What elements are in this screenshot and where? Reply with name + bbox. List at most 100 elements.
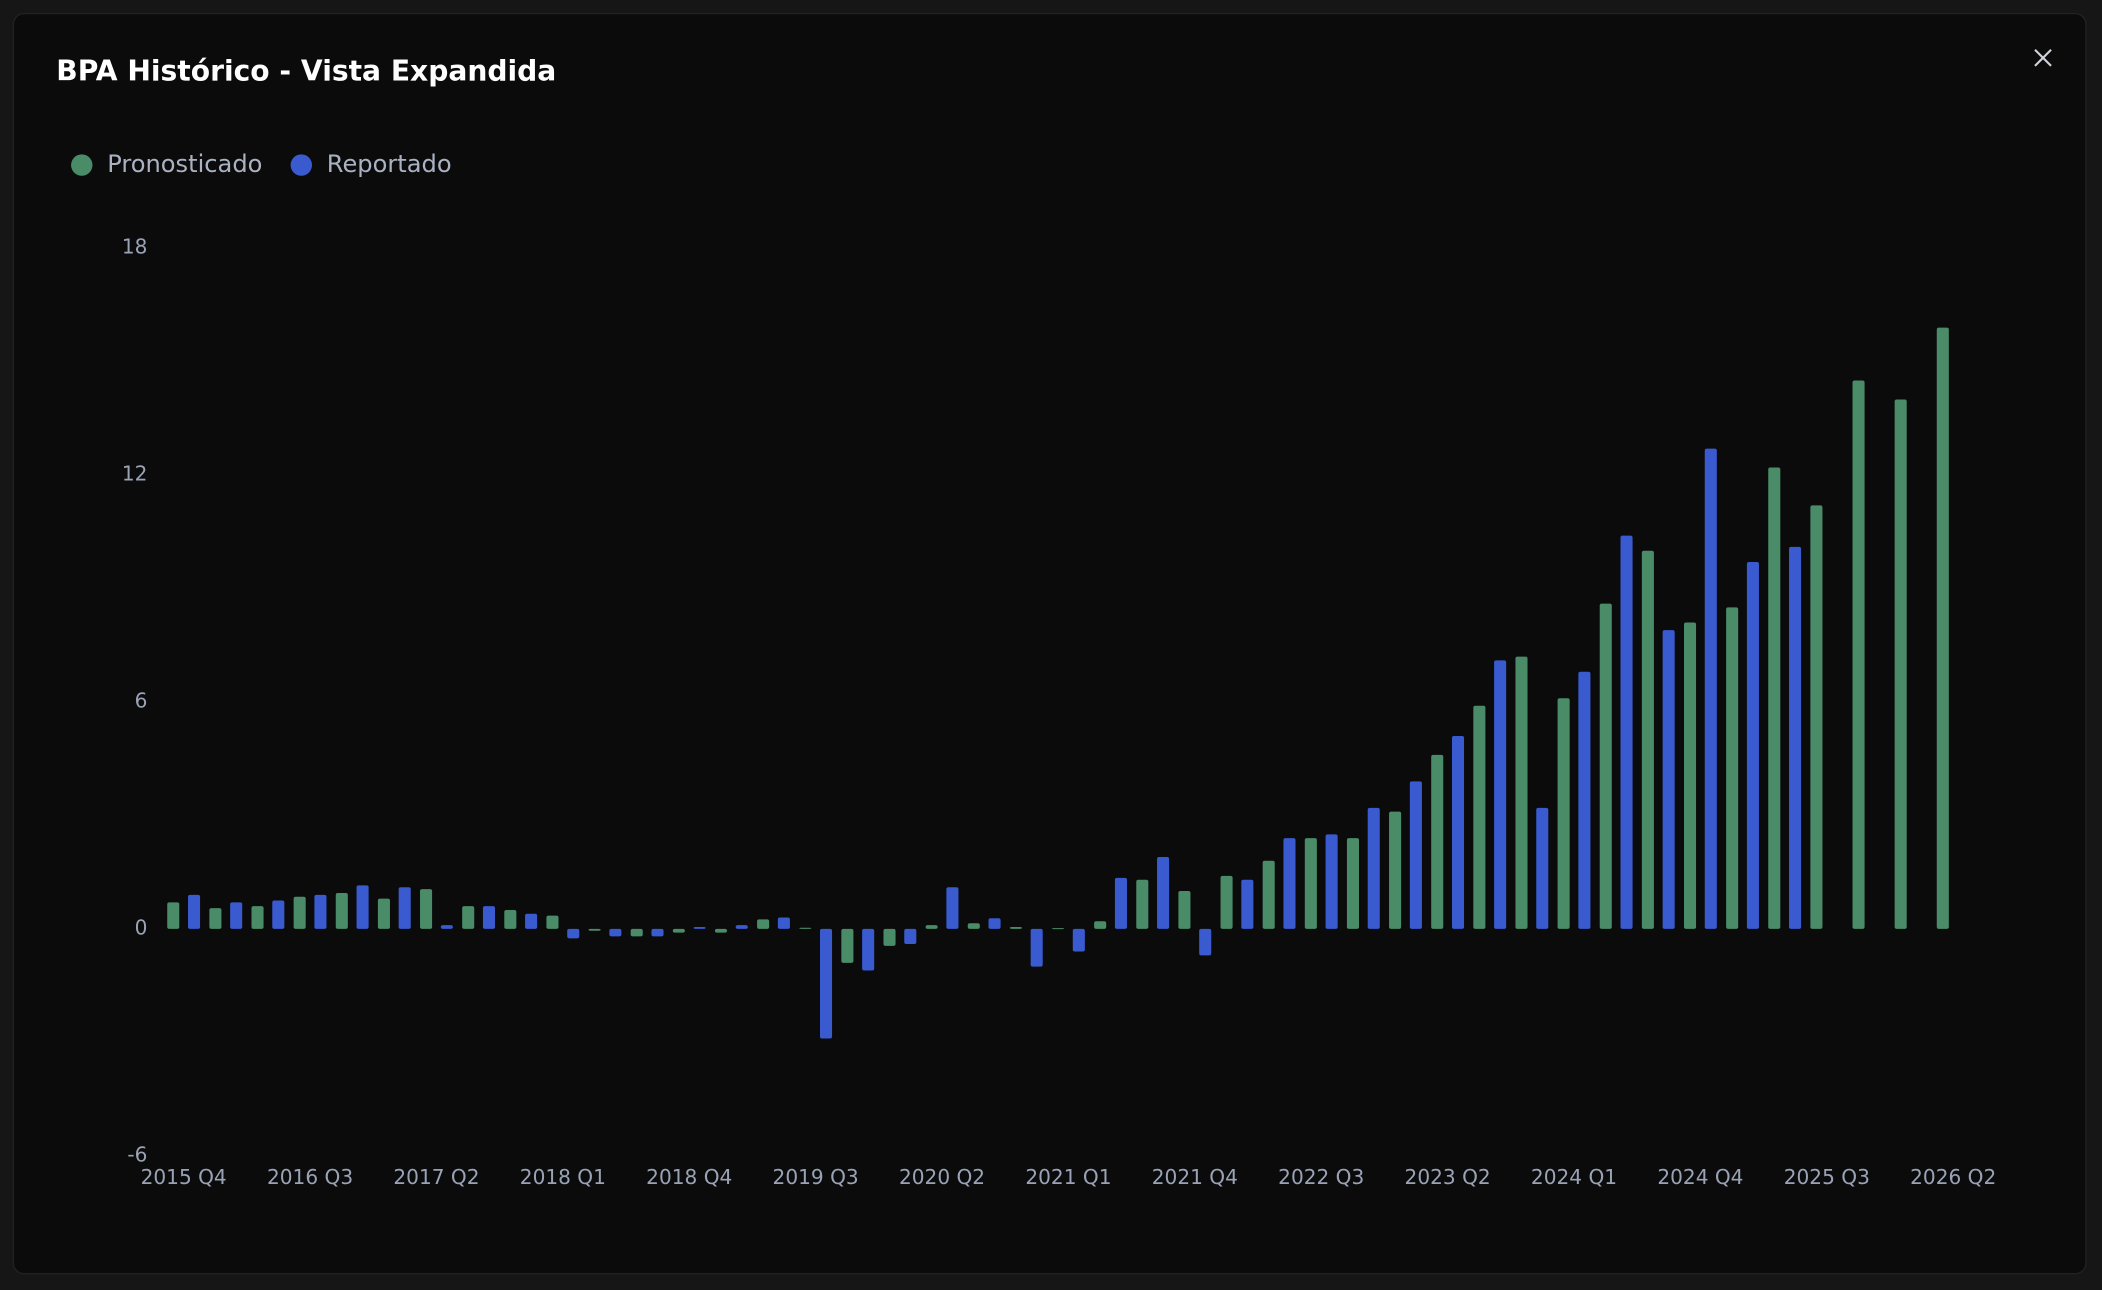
bar: [1599, 603, 1612, 929]
bar: [482, 906, 496, 929]
bar: [651, 928, 664, 937]
bar: [230, 902, 243, 929]
bar: [1009, 926, 1022, 929]
bar: [862, 928, 875, 971]
bar: [1220, 875, 1233, 929]
bar: [777, 917, 790, 929]
bar: [799, 927, 812, 929]
bar: [209, 908, 222, 929]
bar: [1704, 448, 1717, 929]
legend-swatch: [290, 154, 313, 176]
bar: [757, 919, 770, 929]
bar: [188, 894, 201, 929]
bar: [1494, 660, 1507, 929]
bar: [546, 915, 559, 929]
bar: [714, 928, 728, 933]
modal: [12, 12, 2087, 1275]
legend-label: Pronosticado: [107, 150, 262, 178]
close-icon: [2034, 49, 2052, 67]
bar: [967, 923, 980, 929]
bar: [1620, 535, 1633, 929]
y-tick-label: 6: [135, 688, 148, 712]
bar: [1157, 857, 1170, 929]
bar: [1136, 879, 1149, 929]
chart-title: BPA Histórico - Vista Expandida: [56, 55, 556, 88]
bar: [1325, 834, 1338, 929]
bar: [1515, 656, 1528, 929]
bar: [1451, 736, 1465, 929]
bar: [1199, 928, 1212, 956]
x-tick-label: 2024 Q4: [1657, 1165, 1743, 1189]
bar: [1389, 811, 1402, 929]
bar: [1852, 380, 1865, 929]
x-tick-label: 2025 Q3: [1784, 1165, 1870, 1189]
bar: [272, 900, 285, 929]
x-tick-label: 2015 Q4: [141, 1165, 227, 1189]
bar: [630, 928, 643, 937]
bar: [167, 902, 180, 929]
bar: [1241, 879, 1254, 929]
bar: [1178, 891, 1191, 929]
bar: [335, 892, 348, 929]
bar: [293, 896, 306, 929]
bar: [693, 926, 706, 929]
y-tick-label: 12: [122, 462, 148, 486]
bar: [1726, 607, 1739, 929]
x-tick-label: 2018 Q4: [646, 1165, 732, 1189]
bar: [1683, 622, 1697, 929]
bar: [1409, 781, 1422, 929]
close-button[interactable]: [2034, 49, 2052, 67]
bar: [1536, 807, 1549, 929]
bar: [1346, 838, 1359, 929]
bar: [1367, 807, 1380, 929]
bar: [1557, 698, 1570, 929]
x-tick-label: 2021 Q1: [1025, 1165, 1111, 1189]
bar: [1641, 550, 1654, 929]
x-tick-label: 2019 Q3: [773, 1165, 859, 1189]
bar: [1431, 754, 1444, 929]
bar: [440, 925, 453, 929]
bar: [1473, 705, 1486, 929]
x-tick-label: 2017 Q2: [393, 1165, 479, 1189]
bar: [420, 889, 433, 929]
bar: [1283, 838, 1296, 929]
y-tick-label: -6: [127, 1142, 147, 1166]
bar: [883, 928, 896, 946]
bar: [841, 928, 854, 963]
bar: [1052, 928, 1065, 930]
y-tick-label: 0: [135, 915, 148, 939]
bar: [314, 894, 327, 929]
bar: [251, 906, 264, 929]
x-tick-label: 2023 Q2: [1405, 1165, 1491, 1189]
bar: [1810, 505, 1823, 929]
x-tick-label: 2022 Q3: [1278, 1165, 1364, 1189]
x-tick-label: 2016 Q3: [267, 1165, 353, 1189]
bar: [1304, 838, 1317, 929]
x-tick-label: 2018 Q1: [520, 1165, 606, 1189]
bar: [525, 913, 538, 929]
x-tick-label: 2026 Q2: [1910, 1165, 1996, 1189]
bar: [1746, 562, 1759, 929]
bar: [925, 925, 938, 929]
bar: [398, 887, 411, 929]
bar: [462, 906, 475, 929]
bar: [609, 928, 622, 937]
bar: [988, 918, 1001, 929]
bar: [1789, 546, 1802, 929]
bar: [904, 928, 917, 944]
bar: [1114, 877, 1127, 929]
x-tick-label: 2024 Q1: [1531, 1165, 1617, 1189]
legend-label: Reportado: [327, 150, 452, 178]
bar: [1578, 671, 1591, 929]
x-tick-label: 2021 Q4: [1152, 1165, 1238, 1189]
bar: [946, 887, 959, 929]
bar: [588, 928, 601, 931]
x-tick-label: 2020 Q2: [899, 1165, 985, 1189]
y-tick-label: 18: [122, 235, 148, 259]
bar: [1030, 928, 1043, 967]
bar: [1662, 630, 1675, 929]
bar: [1094, 921, 1107, 929]
bar: [504, 909, 517, 929]
